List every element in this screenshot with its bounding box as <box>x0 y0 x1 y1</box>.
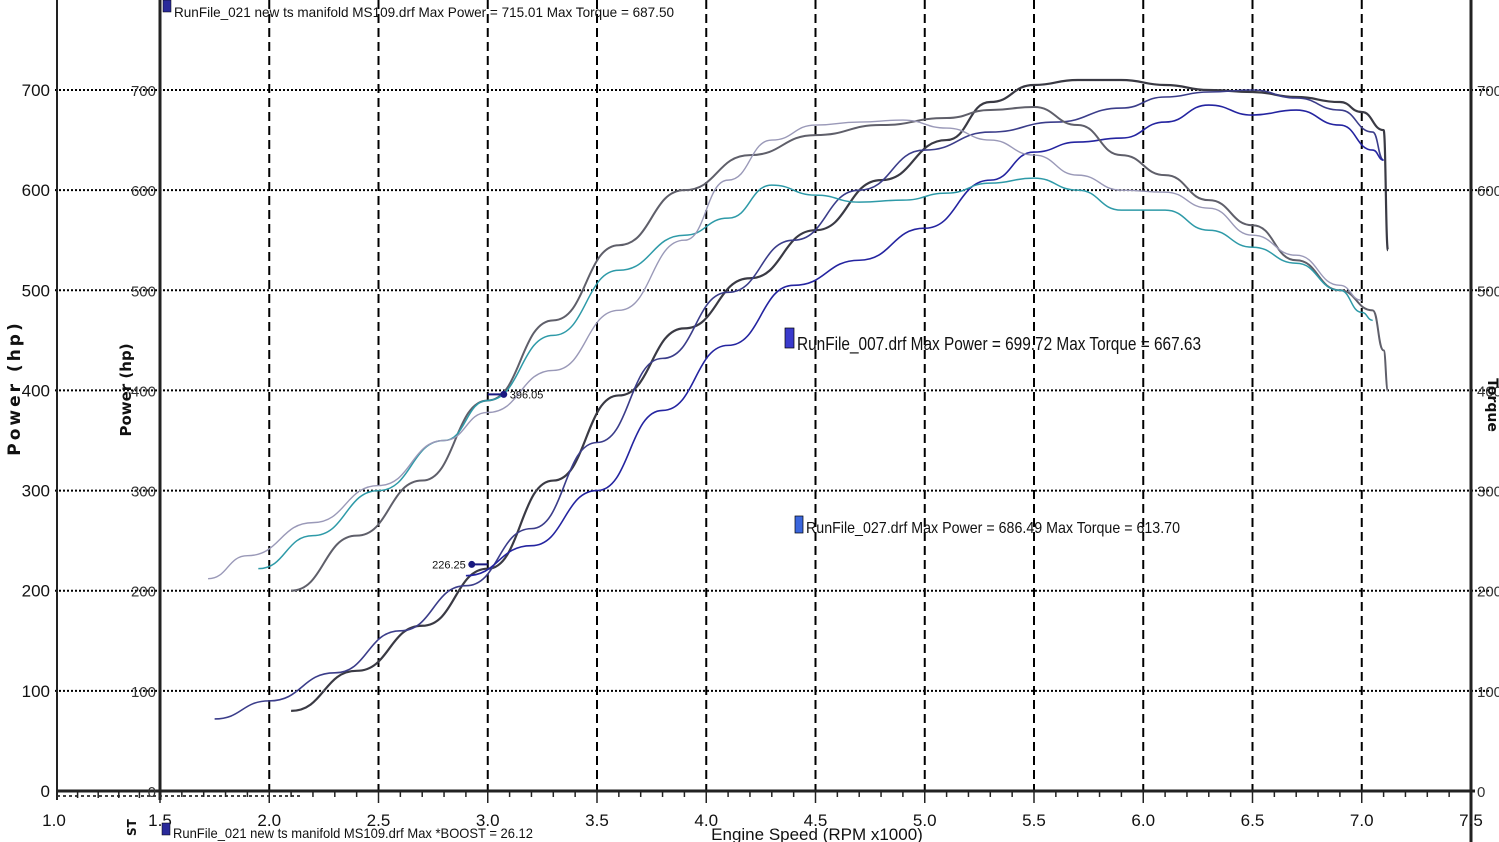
x-tick-label: 4.0 <box>694 811 718 830</box>
y-tick-label-right: 500 <box>1477 283 1499 300</box>
y-tick-label: 400 <box>22 381 50 400</box>
y-tick-label-inner: 0 <box>148 784 156 801</box>
x-tick-label: 5.0 <box>913 811 937 830</box>
series-line-5 <box>258 177 1373 570</box>
x-tick-label: 6.5 <box>1241 811 1265 830</box>
y-tick-label-right: 0 <box>1477 784 1485 801</box>
bottom-left-label: ST <box>125 818 139 836</box>
y-tick-label: 200 <box>22 582 50 601</box>
x-tick-label: 3.0 <box>476 811 500 830</box>
legend-bottom: RunFile_021 new ts manifold MS109.drf Ma… <box>173 825 533 841</box>
axes <box>56 0 1475 842</box>
x-tick-label: 3.5 <box>585 811 609 830</box>
x-tick-label: 2.0 <box>257 811 281 830</box>
y-tick-label: 100 <box>22 682 50 701</box>
y-tick-label-right: 600 <box>1477 183 1499 200</box>
x-tick-label: 4.5 <box>804 811 828 830</box>
y-tick-label-inner: 500 <box>131 283 156 300</box>
x-tick-label: 6.0 <box>1131 811 1155 830</box>
y-tick-label-inner: 700 <box>131 83 156 100</box>
y-tick-label-right: 100 <box>1477 684 1499 701</box>
y-tick-label-inner: 300 <box>131 484 156 501</box>
y-tick-label-inner: 200 <box>131 584 156 601</box>
cursor-point <box>500 390 508 398</box>
x-tick-label: 7.0 <box>1350 811 1374 830</box>
y-tick-label: 0 <box>41 782 50 801</box>
y-tick-label-right: 700 <box>1477 83 1499 100</box>
y-tick-label-right: 400 <box>1477 383 1499 400</box>
y-tick-label: 700 <box>22 81 50 100</box>
x-axis-title: Engine Speed (RPM x1000) <box>711 825 923 842</box>
x-tick-label: 2.5 <box>367 811 391 830</box>
series-line-1 <box>291 78 1390 712</box>
grid <box>55 0 1490 791</box>
y-tick-label: 500 <box>22 281 50 300</box>
y-axis-title-secondary: Power (hp) <box>117 343 135 436</box>
y-axis-title: Power (hp) <box>5 320 25 456</box>
y-tick-label: 600 <box>22 181 50 200</box>
cursor-value-label: 226.25 <box>432 559 466 571</box>
x-tick-label: 1.0 <box>42 811 66 830</box>
x-tick-label: 5.5 <box>1022 811 1046 830</box>
y-tick-label-right: 300 <box>1477 484 1499 501</box>
y-tick-label-right: 200 <box>1477 584 1499 601</box>
y-tick-label: 300 <box>22 482 50 501</box>
x-tick-label: 7.5 <box>1459 811 1483 830</box>
y-tick-label-inner: 400 <box>131 383 156 400</box>
legend-top: RunFile_021 new ts manifold MS109.drf Ma… <box>174 4 674 20</box>
tick-labels: 0 0 0 100 100 100 200 200 200 300 300 300 400 400 400 5… <box>22 81 1499 830</box>
series-line-2 <box>214 89 1385 720</box>
y-tick-label-inner: 600 <box>131 183 156 200</box>
legend-swatch-mid2 <box>794 515 804 534</box>
legend-swatch-top <box>162 0 172 13</box>
y-axis-title-right: Torque <box>1484 378 1499 432</box>
series-line-6 <box>208 119 1362 580</box>
legend-swatch-mid1 <box>784 327 795 349</box>
cursor-markers: 396.05 226.25 <box>432 389 543 571</box>
y-tick-label-inner: 100 <box>131 684 156 701</box>
series-line-3 <box>465 104 1384 577</box>
cursor-value-label: 396.05 <box>510 389 544 401</box>
legend-mid2: RunFile_027.drf Max Power = 686.49 Max T… <box>806 520 1180 537</box>
cursor-point <box>468 560 476 568</box>
series-lines <box>208 78 1390 720</box>
legend-mid1: RunFile_007.drf Max Power = 699.72 Max T… <box>797 334 1201 355</box>
legend-swatch-bottom <box>161 822 171 836</box>
